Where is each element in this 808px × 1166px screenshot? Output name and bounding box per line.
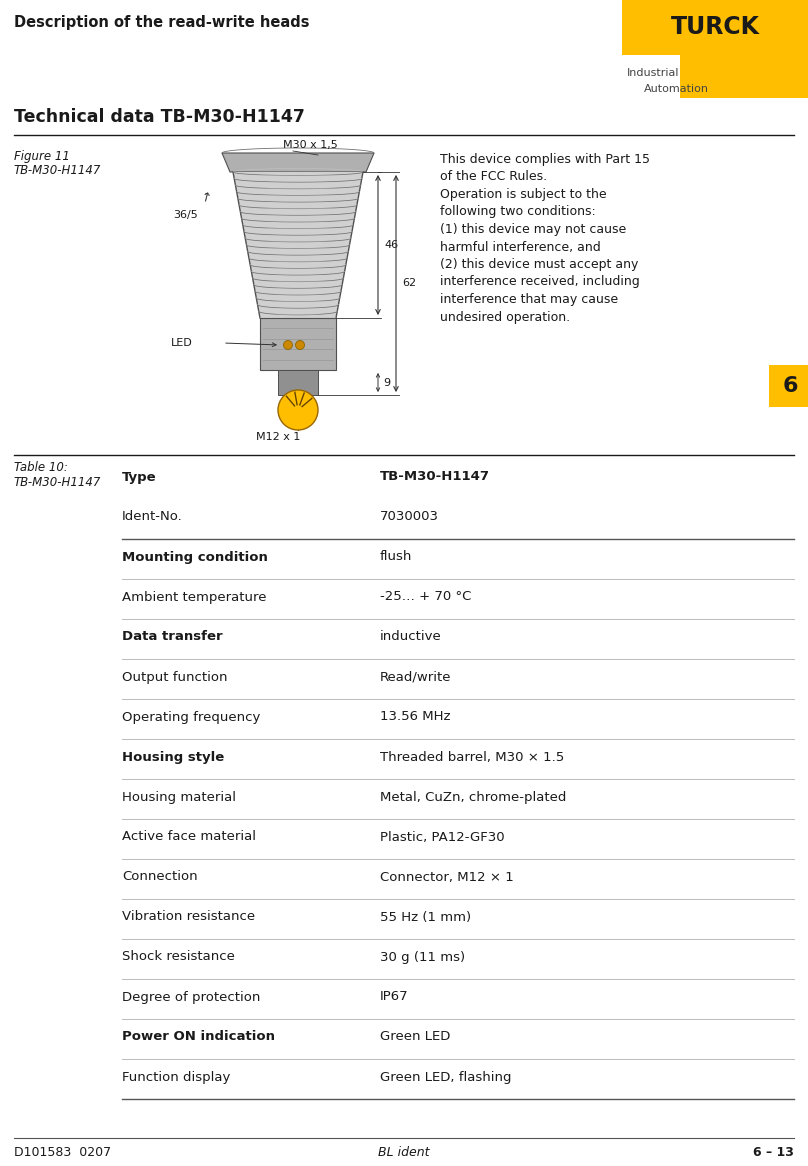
Text: Degree of protection: Degree of protection [122,990,260,1004]
Text: Threaded barrel, M30 × 1.5: Threaded barrel, M30 × 1.5 [380,751,564,764]
Text: Green LED, flashing: Green LED, flashing [380,1070,511,1083]
Text: 7030003: 7030003 [380,511,439,524]
Text: 13.56 MHz: 13.56 MHz [380,710,451,723]
Text: TURCK: TURCK [671,15,760,40]
Text: M30 x 1,5: M30 x 1,5 [283,140,338,150]
Text: Description of the read-write heads: Description of the read-write heads [14,15,309,30]
Bar [278,370,318,395]
Bar [680,55,808,98]
Text: Green LED: Green LED [380,1031,450,1044]
Circle shape [278,389,318,430]
Text: 6 – 13: 6 – 13 [753,1146,794,1159]
Text: (2) this device must accept any: (2) this device must accept any [440,258,638,271]
Text: inductive: inductive [380,631,442,644]
Text: Vibration resistance: Vibration resistance [122,911,255,923]
Text: following two conditions:: following two conditions: [440,205,595,218]
Text: ↗: ↗ [198,189,214,205]
Text: Data transfer: Data transfer [122,631,223,644]
Text: 30 g (11 ms): 30 g (11 ms) [380,950,465,963]
Text: Operation is subject to the: Operation is subject to the [440,188,607,201]
Text: 55 Hz (1 mm): 55 Hz (1 mm) [380,911,471,923]
Text: TB-M30-H1147: TB-M30-H1147 [380,471,490,484]
Text: Technical data TB-M30-H1147: Technical data TB-M30-H1147 [14,108,305,126]
Text: 46: 46 [384,240,398,250]
Polygon shape [260,318,336,370]
Text: Operating frequency: Operating frequency [122,710,260,723]
Text: -25… + 70 °C: -25… + 70 °C [380,590,471,604]
Text: D101583  0207: D101583 0207 [14,1146,112,1159]
Text: of the FCC Rules.: of the FCC Rules. [440,170,547,183]
Text: undesired operation.: undesired operation. [440,310,570,323]
Text: LED: LED [171,338,193,347]
Text: Metal, CuZn, chrome-plated: Metal, CuZn, chrome-plated [380,791,566,803]
Text: Function display: Function display [122,1070,230,1083]
Text: Type: Type [122,471,157,484]
Text: Power ON indication: Power ON indication [122,1031,275,1044]
Polygon shape [233,173,363,318]
Bar [769,365,808,407]
Text: Shock resistance: Shock resistance [122,950,235,963]
Text: flush: flush [380,550,412,563]
Text: 62: 62 [402,279,416,288]
Text: Read/write: Read/write [380,670,452,683]
Text: Housing style: Housing style [122,751,225,764]
Text: Housing material: Housing material [122,791,236,803]
Text: Table 10:: Table 10: [14,461,68,475]
Text: Connection: Connection [122,871,198,884]
Text: (1) this device may not cause: (1) this device may not cause [440,223,626,236]
Text: Connector, M12 × 1: Connector, M12 × 1 [380,871,514,884]
Text: Active face material: Active face material [122,830,256,843]
Text: TB-M30-H1147: TB-M30-H1147 [14,164,101,177]
Text: Output function: Output function [122,670,228,683]
Circle shape [284,340,292,350]
Circle shape [296,340,305,350]
Text: 36/5: 36/5 [173,210,198,220]
Text: Automation: Automation [644,84,709,94]
Polygon shape [222,153,374,173]
Text: 9: 9 [383,378,390,387]
Text: harmful interference, and: harmful interference, and [440,240,601,253]
Text: Figure 11: Figure 11 [14,150,69,163]
Text: Industrial: Industrial [627,68,680,78]
Text: Ident-No.: Ident-No. [122,511,183,524]
Text: IP67: IP67 [380,990,409,1004]
Text: 6: 6 [782,375,797,396]
Text: Ambient temperature: Ambient temperature [122,590,267,604]
Text: Mounting condition: Mounting condition [122,550,268,563]
Text: TB-M30-H1147: TB-M30-H1147 [14,476,101,489]
Text: This device complies with Part 15: This device complies with Part 15 [440,153,650,166]
Text: BL ident: BL ident [378,1146,430,1159]
Text: M12 x 1: M12 x 1 [256,431,301,442]
Text: Plastic, PA12-GF30: Plastic, PA12-GF30 [380,830,505,843]
Bar [622,0,808,55]
Text: interference received, including: interference received, including [440,275,640,288]
Text: interference that may cause: interference that may cause [440,293,618,305]
